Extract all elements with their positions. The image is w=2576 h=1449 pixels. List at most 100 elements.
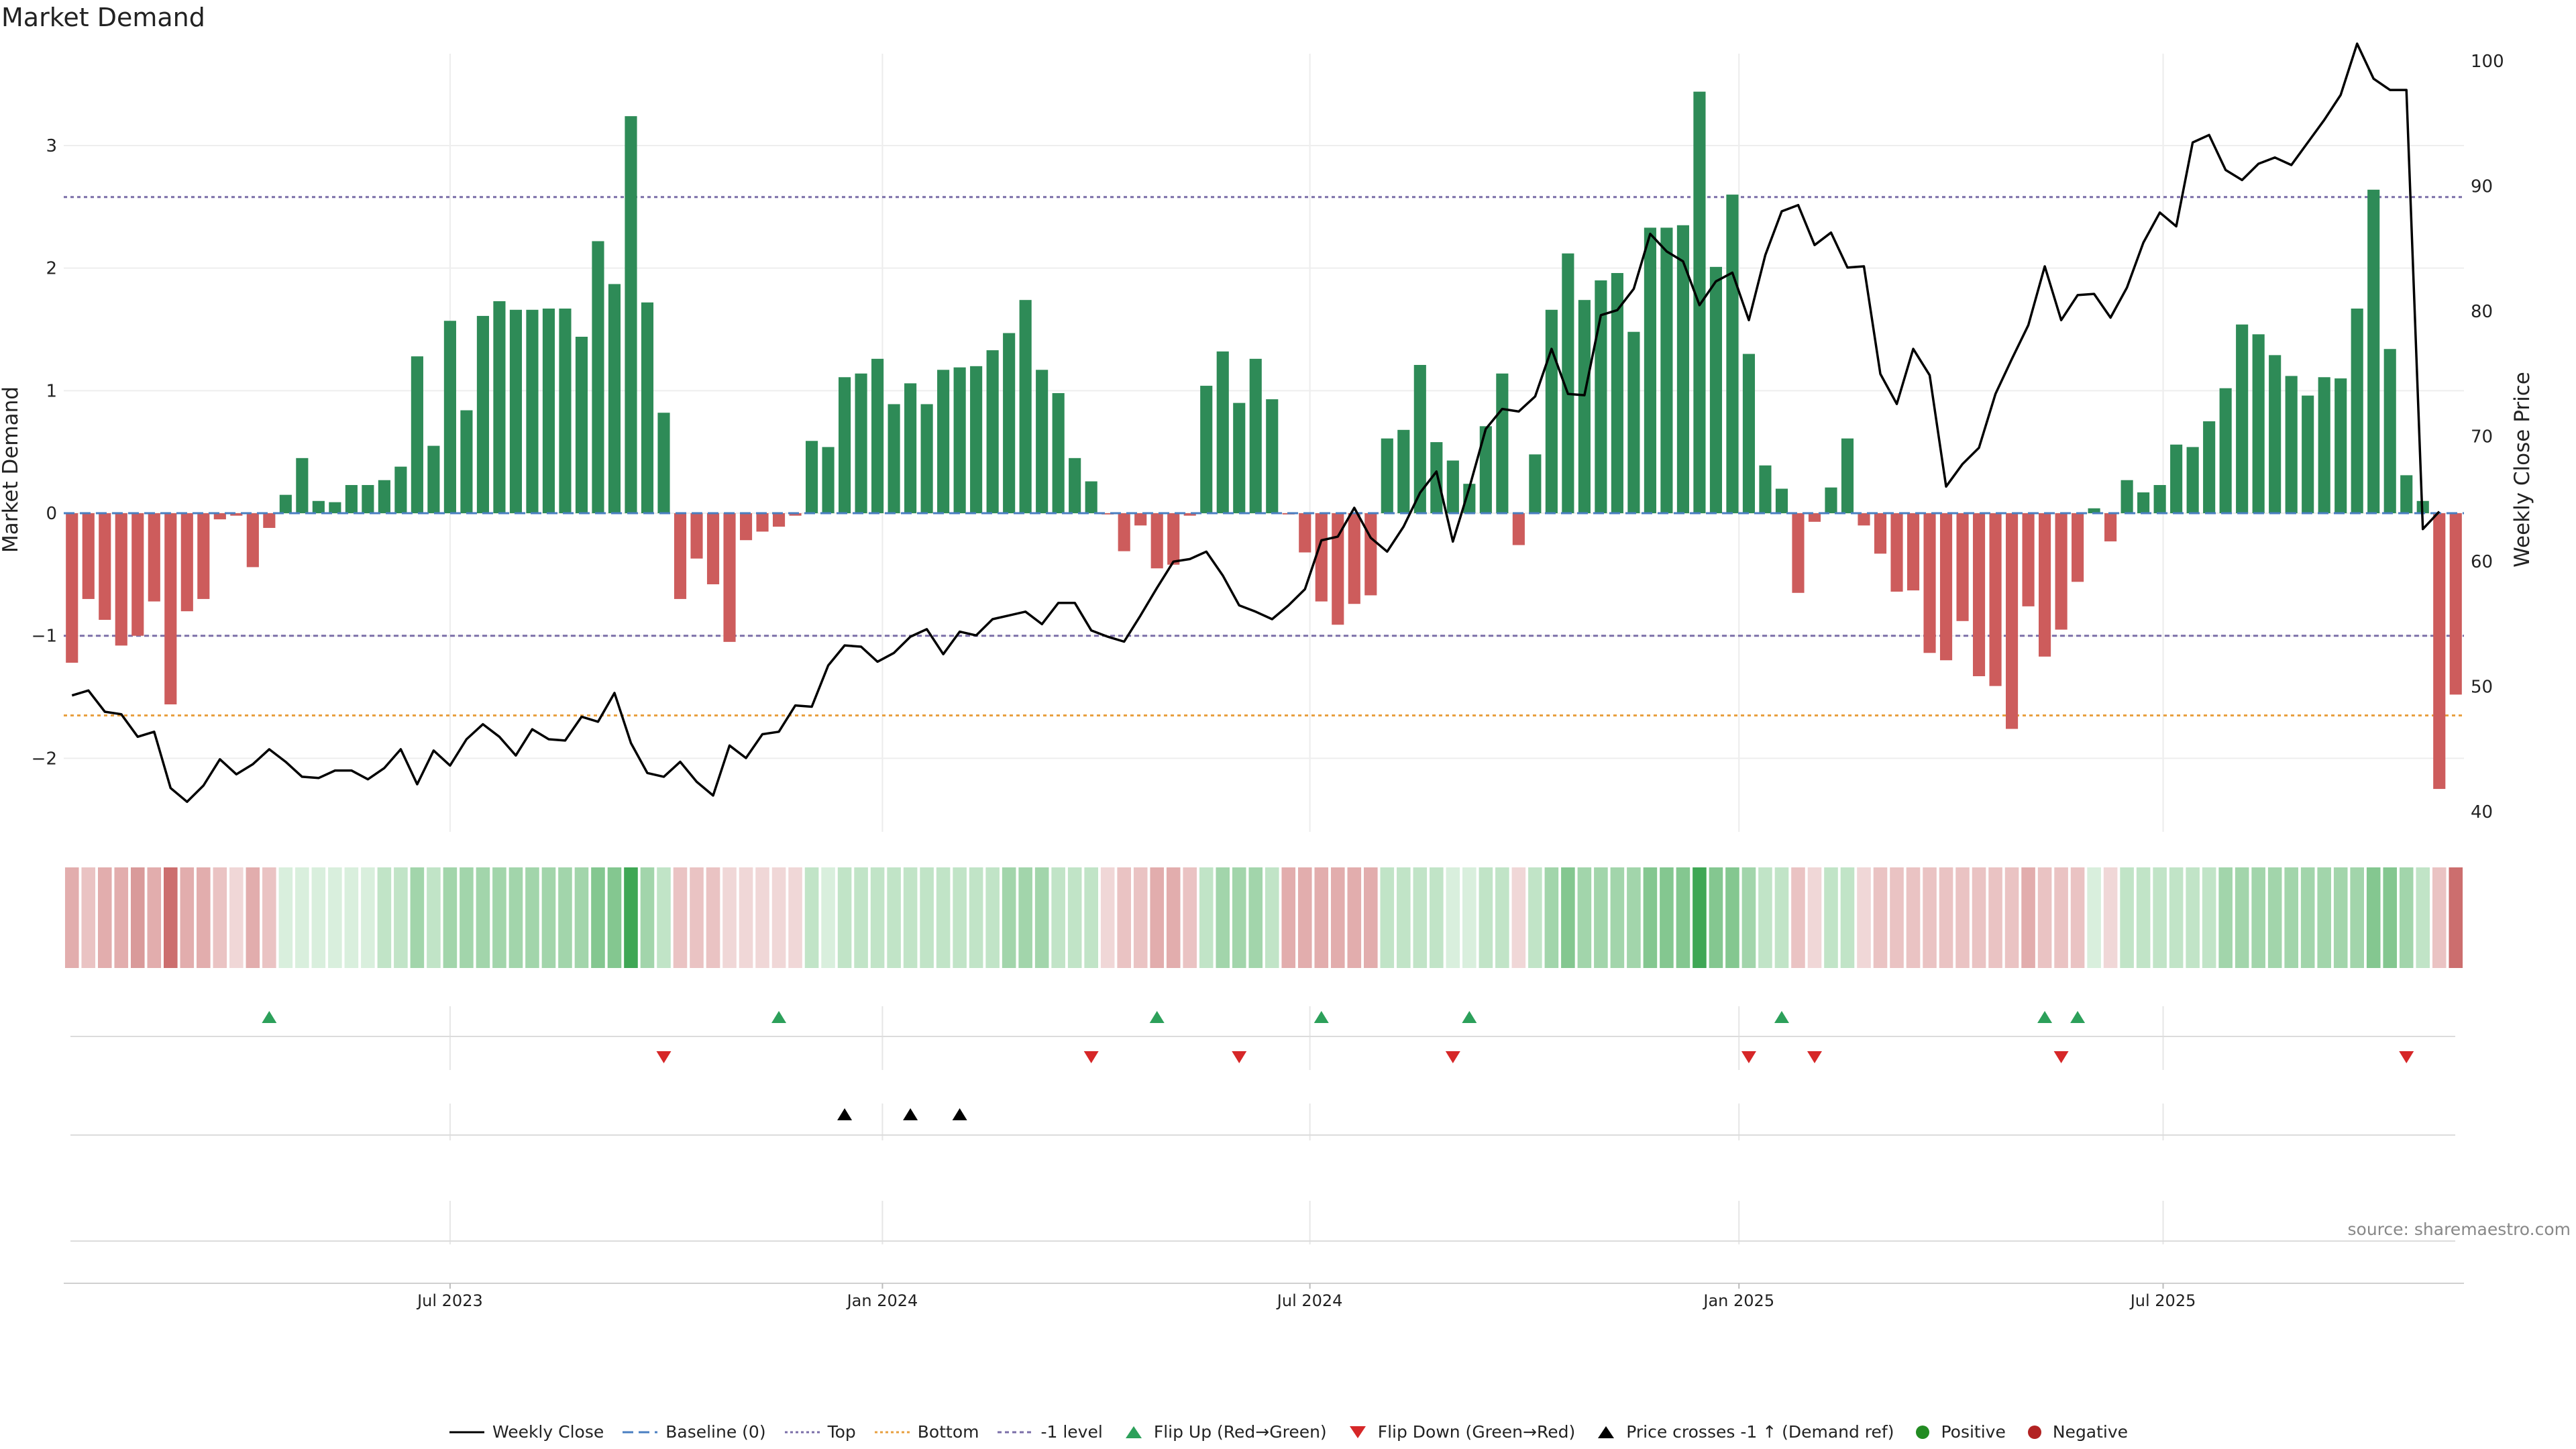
heat-band-cell	[1857, 867, 1871, 968]
right-tick-label: 90	[2471, 177, 2493, 197]
demand-bar	[180, 513, 193, 612]
demand-bar	[1118, 513, 1130, 551]
flip-down-marker	[656, 1051, 672, 1063]
legend-label: Baseline (0)	[665, 1422, 766, 1442]
legend-flip-down: Flip Down (Green→Red)	[1344, 1422, 1575, 1442]
right-tick-label: 40	[2471, 802, 2493, 822]
demand-bar	[1709, 266, 1723, 514]
heat-band-cell	[788, 867, 802, 968]
heat-band-cell	[311, 867, 326, 968]
demand-bar	[2055, 513, 2068, 630]
demand-bar	[1019, 300, 1032, 514]
demand-bar	[1463, 484, 1476, 514]
legend-label: Bottom	[917, 1422, 979, 1442]
heat-band-cell	[1544, 867, 1559, 968]
demand-bar	[1775, 488, 1788, 514]
heat-band-cell	[492, 867, 506, 968]
heat-band-cell	[558, 867, 572, 968]
heat-band-cell	[1577, 867, 1592, 968]
flip-up-marker	[2037, 1011, 2053, 1023]
demand-bar	[904, 383, 917, 514]
demand-bar	[1381, 438, 1393, 514]
demand-bar	[2351, 308, 2363, 514]
heat-band-cell	[1183, 867, 1197, 968]
heat-band-cell	[1988, 867, 2002, 968]
demand-bar	[1150, 513, 1163, 569]
heat-band-cell	[903, 867, 918, 968]
demand-bar	[394, 466, 407, 514]
heat-band-cell	[278, 867, 293, 968]
demand-bar	[1036, 370, 1049, 514]
demand-bar	[1233, 402, 1246, 514]
reference-lines	[64, 196, 2464, 716]
heat-band-cell	[1117, 867, 1131, 968]
demand-bar	[2039, 513, 2051, 657]
heat-band-cell	[130, 867, 145, 968]
heat-band-cell	[1791, 867, 1805, 968]
demand-bar	[1660, 227, 1673, 514]
x-tick-label: Jul 2023	[416, 1291, 483, 1310]
demand-bar	[772, 513, 786, 527]
demand-bar	[920, 404, 933, 514]
demand-bar	[855, 373, 867, 514]
right-tick-label: 60	[2471, 552, 2493, 572]
demand-bar	[2104, 513, 2117, 542]
legend-baseline: Baseline (0)	[621, 1422, 766, 1442]
heat-band-cell	[180, 867, 195, 968]
heat-band-cell	[1002, 867, 1016, 968]
x-tick-label: Jul 2025	[2129, 1291, 2196, 1310]
demand-bar	[1676, 225, 1689, 514]
heat-band-cell	[2037, 867, 2052, 968]
heat-band-cell	[821, 867, 835, 968]
heat-band-cell	[64, 867, 79, 968]
heat-band-cell	[1741, 867, 1756, 968]
heat-band-cell	[1774, 867, 1789, 968]
flip-up-marker	[1313, 1011, 1329, 1023]
heat-band-cell	[2070, 867, 2085, 968]
demand-bar	[805, 441, 818, 514]
demand-bar	[1496, 373, 1509, 514]
left-tick-label: −1	[32, 627, 57, 647]
heat-band-cell	[920, 867, 934, 968]
demand-bar	[1562, 253, 1574, 514]
demand-bar	[2367, 189, 2380, 514]
demand-bar	[230, 513, 243, 516]
heat-band-cell	[706, 867, 720, 968]
heat-band-cell	[262, 867, 276, 968]
demand-bar	[1216, 351, 1229, 514]
demand-bar	[1858, 513, 1870, 526]
demand-bar	[2072, 513, 2084, 582]
demand-bar	[1989, 513, 2002, 686]
heat-band-cell	[1034, 867, 1049, 968]
demand-bar	[509, 309, 523, 514]
price-line-layer	[71, 42, 2440, 803]
heat-band-cell	[755, 867, 769, 968]
demand-bar	[1890, 513, 1903, 592]
demand-bar	[296, 458, 309, 514]
heat-band-cell	[1627, 867, 1641, 968]
heat-band-cell	[624, 867, 638, 968]
legend-minus-one: -1 level	[996, 1422, 1103, 1442]
legend-bottom: Bottom	[873, 1422, 979, 1442]
right-tick-label: 100	[2471, 52, 2504, 72]
heat-band-cell	[2202, 867, 2216, 968]
heat-band-cell	[1232, 867, 1246, 968]
legend-top: Top	[784, 1422, 856, 1442]
demand-bar	[937, 370, 950, 514]
heat-band-cell	[985, 867, 1000, 968]
heat-band-cell	[1676, 867, 1690, 968]
dashed-line-swatch-icon	[623, 1431, 658, 1433]
demand-bar	[1726, 195, 1739, 514]
heat-band-cell	[2416, 867, 2430, 968]
demand-bar	[953, 367, 966, 514]
heat-band-cell	[1594, 867, 1608, 968]
demand-bar	[1759, 465, 1772, 514]
demand-bar	[575, 336, 588, 514]
heat-band-cell	[377, 867, 392, 968]
demand-bar	[1595, 280, 1607, 514]
demand-bar	[476, 315, 489, 514]
heat-band-cell	[525, 867, 539, 968]
demand-bar	[822, 447, 835, 514]
heat-band-cell	[969, 867, 983, 968]
demand-bar	[213, 513, 226, 520]
